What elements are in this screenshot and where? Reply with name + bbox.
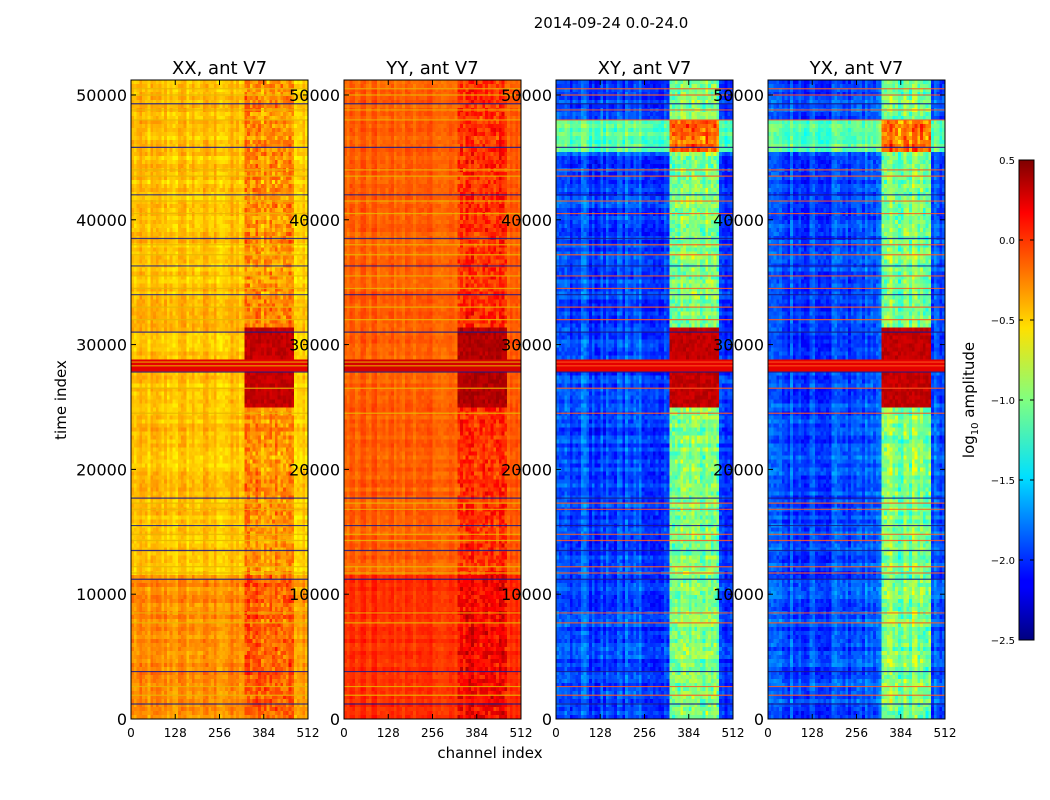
- y-tick-label: 40000: [713, 211, 764, 230]
- x-tick-label: 512: [510, 726, 533, 740]
- x-axis-label: channel index: [437, 744, 542, 762]
- colorbar-tick-label: −1.5: [991, 476, 1015, 487]
- x-tick-label: 256: [421, 726, 444, 740]
- y-tick-label: 20000: [76, 460, 127, 479]
- x-tick-label: 384: [677, 726, 700, 740]
- x-tick-label: 384: [889, 726, 912, 740]
- colorbar-tick-label: −2.5: [991, 636, 1015, 647]
- panel-xy: XY, ant V7 0 128 256 384 512 0 10000 20000 30000 4…: [501, 58, 744, 740]
- y-tick-label: 30000: [501, 336, 552, 355]
- x-tick-label: 256: [633, 726, 656, 740]
- y-tick-label: 40000: [289, 211, 340, 230]
- x-tick-label: 0: [127, 726, 135, 740]
- x-tick-label: 128: [164, 726, 187, 740]
- x-tick-label: 256: [208, 726, 231, 740]
- y-tick-label: 20000: [289, 460, 340, 479]
- colorbar-tick-label: −0.5: [991, 316, 1015, 327]
- x-tick-label: 512: [934, 726, 957, 740]
- x-tick-label: 128: [801, 726, 824, 740]
- y-tick-label: 30000: [713, 336, 764, 355]
- x-tick-label: 512: [297, 726, 320, 740]
- y-tick-label: 10000: [501, 585, 552, 604]
- y-tick-label: 30000: [76, 336, 127, 355]
- y-tick-label: 0: [542, 710, 552, 729]
- panel-xx: XX, ant V7 0 128 256 384 512 0 10000 20000 30000 4…: [76, 58, 319, 740]
- panel-title: YX, ant V7: [809, 58, 904, 79]
- colorbar-label: log10 amplitude: [960, 342, 981, 458]
- y-tick-label: 20000: [501, 460, 552, 479]
- y-tick-label: 50000: [76, 86, 127, 105]
- y-tick-label: 50000: [501, 86, 552, 105]
- y-tick-label: 10000: [76, 585, 127, 604]
- y-axis-label: time index: [52, 360, 70, 440]
- colorbar-label-rest: amplitude: [960, 342, 978, 423]
- y-tick-label: 0: [117, 710, 127, 729]
- y-tick-label: 0: [754, 710, 764, 729]
- y-tick-label: 20000: [713, 460, 764, 479]
- panel-title: XX, ant V7: [172, 58, 267, 79]
- x-tick-label: 384: [465, 726, 488, 740]
- y-tick-label: 10000: [713, 585, 764, 604]
- colorbar-tick-label: −1.0: [991, 396, 1015, 407]
- x-tick-label: 256: [845, 726, 868, 740]
- y-tick-label: 50000: [713, 86, 764, 105]
- panel-yy: YY, ant V7 0 128 256 384 512 0 10000 20000 30000 4…: [289, 58, 532, 740]
- panel-title: XY, ant V7: [598, 58, 692, 79]
- colorbar-tick-label: −2.0: [991, 556, 1015, 567]
- figure-title: 2014-09-24 0.0-24.0: [534, 14, 689, 32]
- y-tick-label: 40000: [76, 211, 127, 230]
- x-tick-label: 0: [552, 726, 560, 740]
- colorbar-tick-label: 0.0: [999, 236, 1015, 247]
- colorbar-label-sub: 10: [970, 422, 981, 435]
- x-tick-label: 0: [340, 726, 348, 740]
- y-tick-label: 30000: [289, 336, 340, 355]
- panel-title: YY, ant V7: [385, 58, 478, 79]
- y-tick-label: 0: [330, 710, 340, 729]
- colorbar: 0.5 0.0 −0.5 −1.0 −1.5 −2.0 −2.5 log10 amplitu…: [960, 156, 1035, 647]
- x-tick-label: 128: [377, 726, 400, 740]
- x-tick-label: 512: [722, 726, 745, 740]
- colorbar-ticks: 0.5 0.0 −0.5 −1.0 −1.5 −2.0 −2.5: [991, 156, 1034, 647]
- x-tick-label: 128: [589, 726, 612, 740]
- colorbar-label-base: log: [960, 435, 978, 458]
- colorbar-tick-label: 0.5: [999, 156, 1015, 167]
- x-tick-label: 384: [252, 726, 275, 740]
- y-tick-label: 50000: [289, 86, 340, 105]
- panels: XX, ant V7 0 128 256 384 512 0 10000 20000 30000 4…: [76, 58, 956, 740]
- x-tick-label: 0: [764, 726, 772, 740]
- panel-yx: YX, ant V7 0 128 256 384 512 0 10000 20000 30000 4…: [713, 58, 956, 740]
- y-tick-label: 10000: [289, 585, 340, 604]
- y-tick-label: 40000: [501, 211, 552, 230]
